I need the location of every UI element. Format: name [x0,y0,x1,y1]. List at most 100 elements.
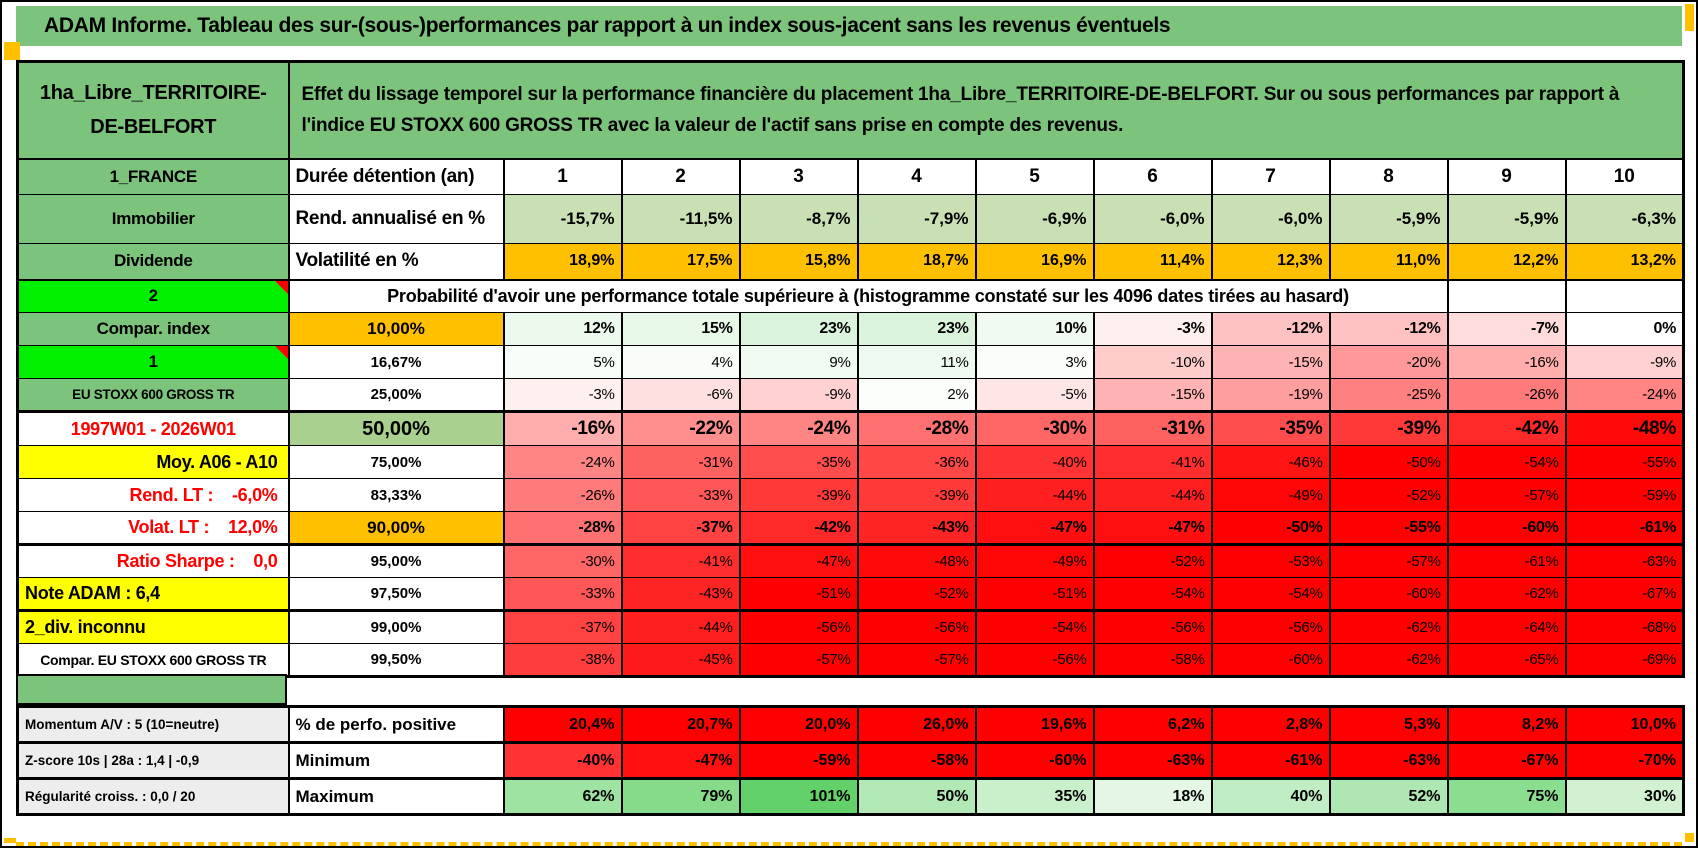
value-cell[interactable]: 20,0% [738,705,859,744]
value-cell[interactable]: 0% [1564,312,1685,346]
value-cell[interactable]: -35% [738,445,859,479]
row-label-cell[interactable]: Maximum [287,777,505,816]
value-cell[interactable]: -37% [502,609,623,644]
value-cell[interactable]: -67% [1564,577,1685,611]
value-cell[interactable]: -47% [974,511,1095,545]
value-cell[interactable]: -62% [1328,609,1449,644]
value-cell[interactable]: 30% [1564,777,1685,816]
value-cell[interactable]: 18% [1092,777,1213,816]
value-cell[interactable]: -51% [738,577,859,611]
value-cell[interactable]: 18,7% [856,243,977,280]
value-cell[interactable]: -55% [1328,511,1449,545]
left-label-cell[interactable]: 2 [16,278,290,313]
percentile-cell[interactable]: 10,00% [287,312,505,346]
value-cell[interactable]: 26,0% [856,705,977,744]
value-cell[interactable]: -5,9% [1446,194,1567,244]
value-cell[interactable]: -20% [1328,345,1449,379]
value-cell[interactable]: -61% [1210,741,1331,780]
value-cell[interactable]: -12% [1328,312,1449,346]
percentile-cell[interactable]: 83,33% [287,478,505,512]
value-cell[interactable]: -15% [1210,345,1331,379]
table-description[interactable]: Effet du lissage temporel sur la perform… [287,61,1685,160]
value-cell[interactable]: -5% [974,378,1095,412]
value-cell[interactable]: -49% [974,543,1095,578]
value-cell[interactable]: 10% [974,312,1095,346]
value-cell[interactable]: 3% [974,345,1095,379]
value-cell[interactable]: -3% [502,378,623,412]
value-cell[interactable]: -56% [974,643,1095,677]
value-cell[interactable]: -39% [1328,410,1449,446]
value-cell[interactable]: 2 [620,158,741,195]
left-label-cell[interactable]: 1 [16,345,290,379]
value-cell[interactable]: 79% [620,777,741,816]
value-cell[interactable]: 7 [1210,158,1331,195]
value-cell[interactable]: -24% [1564,378,1685,412]
value-cell[interactable]: -42% [1446,410,1567,446]
value-cell[interactable]: -57% [1328,543,1449,578]
print-area-handle-bottom-right[interactable] [1685,833,1694,842]
value-cell[interactable]: -16% [502,410,623,446]
value-cell[interactable]: -31% [620,445,741,479]
value-cell[interactable]: 9% [738,345,859,379]
value-cell[interactable]: -42% [738,511,859,545]
percentile-cell[interactable]: 97,50% [287,577,505,611]
value-cell[interactable]: -41% [1092,445,1213,479]
empty-cell[interactable] [1446,278,1567,313]
value-cell[interactable]: 13,2% [1564,243,1685,280]
left-label-cell[interactable]: EU STOXX 600 GROSS TR [16,378,290,412]
value-cell[interactable]: -19% [1210,378,1331,412]
print-area-handle-left[interactable] [4,42,20,60]
value-cell[interactable]: -6,0% [1092,194,1213,244]
value-cell[interactable]: 52% [1328,777,1449,816]
print-area-handle-top-right[interactable] [1685,4,1694,31]
value-cell[interactable]: -61% [1564,511,1685,545]
value-cell[interactable]: -65% [1446,643,1567,677]
value-cell[interactable]: -6,0% [1210,194,1331,244]
value-cell[interactable]: -3% [1092,312,1213,346]
value-cell[interactable]: 20,4% [502,705,623,744]
value-cell[interactable]: -47% [738,543,859,578]
empty-cell[interactable] [1564,278,1685,313]
row-label-cell[interactable]: Rend. annualisé en % [287,194,505,244]
value-cell[interactable]: -43% [620,577,741,611]
left-label-cell[interactable]: Ratio Sharpe : 0,0 [16,543,290,578]
value-cell[interactable]: -55% [1564,445,1685,479]
value-cell[interactable]: -48% [856,543,977,578]
row-label-cell[interactable]: % de perfo. positive [287,705,505,744]
value-cell[interactable]: 5 [974,158,1095,195]
value-cell[interactable]: 8 [1328,158,1449,195]
left-label-cell[interactable]: 1_FRANCE [16,158,290,195]
value-cell[interactable]: 62% [502,777,623,816]
value-cell[interactable]: -5,9% [1328,194,1449,244]
value-cell[interactable]: -58% [856,741,977,780]
value-cell[interactable]: 40% [1210,777,1331,816]
value-cell[interactable]: -61% [1446,543,1567,578]
value-cell[interactable]: -33% [502,577,623,611]
value-cell[interactable]: -44% [620,609,741,644]
value-cell[interactable]: -59% [738,741,859,780]
value-cell[interactable]: -30% [502,543,623,578]
value-cell[interactable]: -33% [620,478,741,512]
value-cell[interactable]: -6% [620,378,741,412]
indicator-label-cell[interactable]: Momentum A/V : 5 (10=neutre) [16,705,290,744]
value-cell[interactable]: -57% [738,643,859,677]
value-cell[interactable]: -30% [974,410,1095,446]
percentile-cell[interactable]: 25,00% [287,378,505,412]
value-cell[interactable]: -25% [1328,378,1449,412]
value-cell[interactable]: 10,0% [1564,705,1685,744]
value-cell[interactable]: -56% [738,609,859,644]
value-cell[interactable]: -54% [974,609,1095,644]
left-label-cell[interactable]: Dividende [16,243,290,280]
value-cell[interactable]: -6,9% [974,194,1095,244]
value-cell[interactable]: -24% [738,410,859,446]
value-cell[interactable]: -44% [1092,478,1213,512]
value-cell[interactable]: -63% [1328,741,1449,780]
value-cell[interactable]: 15,8% [738,243,859,280]
value-cell[interactable]: -44% [974,478,1095,512]
value-cell[interactable]: 4 [856,158,977,195]
value-cell[interactable]: -31% [1092,410,1213,446]
left-label-cell[interactable]: 2_div. inconnu [16,609,290,644]
value-cell[interactable]: -70% [1564,741,1685,780]
row-label-cell[interactable]: Durée détention (an) [287,158,505,195]
left-label-cell[interactable]: 1997W01 - 2026W01 [16,410,290,446]
